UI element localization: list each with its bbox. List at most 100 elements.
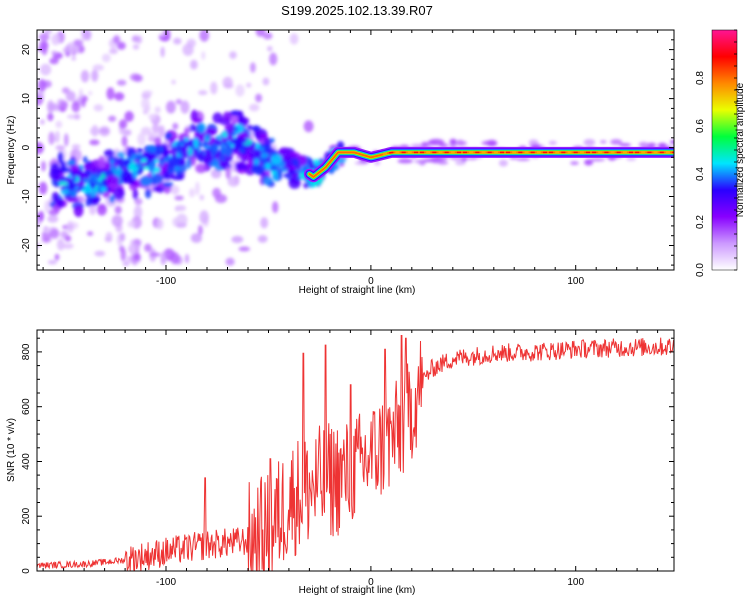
snr-frame [36,329,675,572]
spectral-halo [670,139,674,145]
spectral-noise-blob [160,251,167,266]
spectral-blob [270,154,283,164]
snr-panel: -100 0 100 0 200 400 600 800 Height of straight… [6,329,675,596]
spectral-noise-blob [148,132,155,143]
spectral-hotspot [81,188,88,193]
spectral-halo [397,158,414,164]
spectral-blob [197,122,206,134]
spectral-noise-blob [127,220,136,228]
colorbar-tick-label: 0.0 [695,263,706,277]
spectral-hotspot [255,142,260,149]
spectral-blob [269,137,275,144]
spectral-noise-blob [87,231,94,236]
spectral-blob [57,151,64,165]
spectral-noise-blob [144,243,152,252]
spectral-blob [193,137,199,149]
spectral-hotspot [271,169,276,176]
x-tick-label: 100 [567,577,584,588]
ridge-core-segment [352,151,357,154]
spectral-blob [56,198,64,208]
spectral-blob [102,190,111,199]
spectral-blob [204,128,218,136]
spectral-noise-blob [51,33,61,46]
spectral-noise-blob [89,204,96,216]
snr-ylabel: SNR (10 * v/v) [6,418,17,482]
spectral-blob [214,139,222,146]
spectral-blob [103,149,115,158]
spectral-blob [127,173,135,185]
spectral-blob [140,176,153,187]
spectral-hotspot [179,142,185,147]
spectral-noise-blob [238,246,251,252]
ridge-core-segment [333,151,339,158]
spectral-noise-blob [109,48,118,55]
spectral-hotspot [151,169,155,177]
y-tick-label: -10 [21,189,32,204]
spectral-noise-blob [134,197,143,206]
spectral-blob [235,162,248,170]
spectral-noise-blob [151,123,160,133]
x-tick-label: 0 [368,577,374,588]
spectral-blob [187,146,193,157]
spectral-blob [184,127,190,135]
spectral-blob [277,147,291,160]
spectral-noise-blob [210,81,218,95]
spectral-noise-blob [198,90,208,96]
spectral-blob [283,173,291,178]
spectral-hotspot [91,179,98,184]
spectral-noise-blob [106,87,115,100]
spectral-noise-blob [137,132,146,146]
spectral-noise-blob [91,124,99,137]
spectral-noise-blob [133,74,143,82]
spectral-noise-blob [51,50,58,55]
spectral-blob [171,175,183,181]
spectral-noise-blob [38,210,45,221]
spectral-hotspot [154,159,159,163]
spectral-noise-blob [49,57,59,65]
spectral-blob [251,164,264,174]
spectral-noise-blob [114,205,122,215]
spectral-halo [610,139,623,145]
spectral-hotspot [282,168,288,172]
colorbar-ticks: 0.0 0.2 0.4 0.6 0.8 [695,29,737,277]
spectral-blob [60,160,67,173]
spectral-noise-blob [93,104,104,112]
spectral-noise-blob [44,200,50,213]
spectral-blob [121,135,128,147]
spectral-blob [65,176,73,184]
spectral-noise-blob [249,103,260,112]
spectral-noise-blob [190,233,202,243]
spectral-blob [106,175,120,186]
y-tick-label: 800 [21,343,32,360]
spectral-blob [225,166,231,180]
spectral-noise-blob [71,56,77,61]
spectral-noise-blob [105,231,113,241]
spectral-hotspot [82,178,89,183]
x-tick-label: -100 [156,577,176,588]
spectral-blob [224,123,236,134]
spectral-noise-blob [47,112,54,122]
spectral-noise-blob [176,213,188,227]
spectral-noise-blob [165,100,176,114]
spectral-noise-blob [175,99,182,105]
snr-series-line [37,335,674,571]
spectral-noise-blob [91,69,99,82]
spectral-blob [70,190,77,198]
spectral-noise-blob [122,129,132,136]
spectral-noise-blob [255,93,263,103]
spectral-noise-blob [303,120,314,133]
spectral-noise-blob [174,195,184,201]
spectral-noise-blob [164,248,174,257]
ridge-core-segment [370,155,376,159]
spectral-noise-blob [289,33,299,45]
spectral-blob [148,161,156,170]
spectral-noise-blob [180,100,190,114]
spectral-halo [548,140,557,145]
spectral-blob [73,204,84,218]
spectral-noise-blob [154,106,161,114]
spectral-noise-blob [199,210,209,224]
spectral-noise-blob [229,51,237,59]
spectral-hotspot [155,167,160,173]
